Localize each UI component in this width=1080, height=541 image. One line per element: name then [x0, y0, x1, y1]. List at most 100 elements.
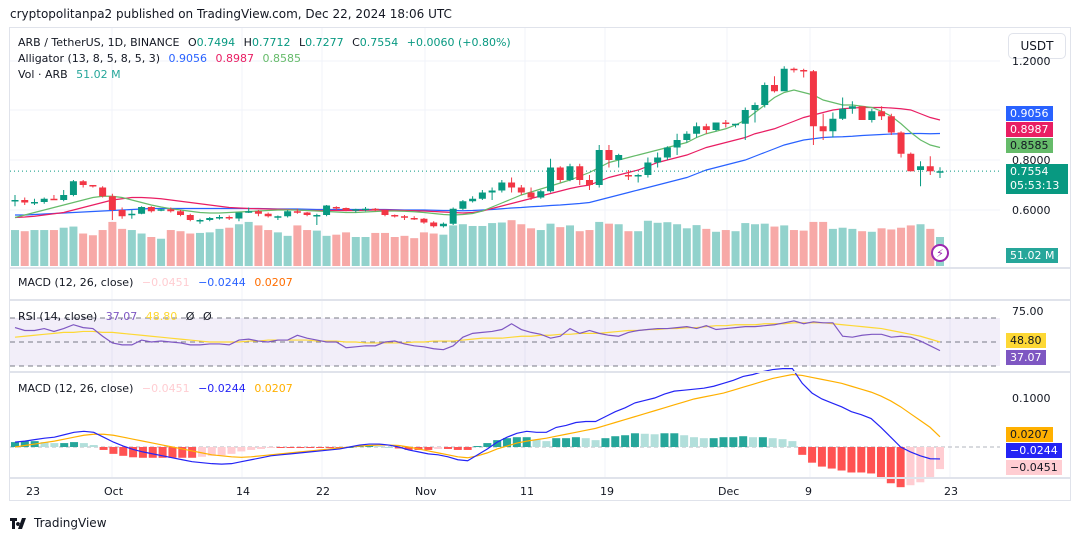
macd-histogram-bar: [227, 447, 236, 454]
volume-bar: [264, 230, 273, 266]
lightning-icon[interactable]: ⚡: [931, 244, 949, 262]
candle-down: [800, 70, 808, 72]
volume-bar: [390, 237, 399, 266]
candle-down: [293, 211, 301, 213]
rsi-line: [14, 320, 941, 352]
price-change: +0.0060 (+0.80%): [406, 36, 511, 49]
candle-down: [108, 196, 116, 210]
price-tick-2: 0.8000: [1012, 154, 1051, 167]
volume-bar: [614, 224, 623, 266]
volume-bar: [536, 230, 545, 266]
volume-bar: [566, 225, 574, 266]
rsi-ma-line: [14, 322, 941, 344]
macd-histogram-bar: [316, 447, 325, 448]
candle-down: [371, 208, 379, 211]
macd-histogram-bar: [79, 443, 88, 447]
volume-bar: [517, 224, 526, 266]
macd-histogram-bar: [217, 447, 226, 456]
volume-bar: [381, 232, 389, 266]
macd-histogram-bar: [40, 442, 49, 447]
macd-histogram-bar: [601, 438, 610, 447]
macd-histogram-bar: [325, 447, 334, 448]
macd-histogram-bar: [70, 442, 79, 447]
volume-bar: [283, 235, 292, 266]
macd-histogram-bar: [89, 445, 98, 447]
volume-bar: [789, 230, 798, 266]
macd-histogram-bar: [266, 447, 275, 448]
volume-bar: [458, 224, 467, 266]
volume-bar: [196, 232, 204, 266]
candle-down: [809, 71, 817, 127]
macd-histogram-bar: [463, 447, 472, 450]
volume-bar: [166, 230, 175, 266]
candle-up: [313, 215, 321, 217]
candle-down: [527, 192, 535, 198]
x-label: 14: [236, 485, 250, 498]
volume-bar: [867, 231, 876, 266]
macd-value-tag: −0.0244: [1006, 443, 1062, 458]
macd-histogram-bar: [188, 447, 197, 458]
macd-histogram-bar: [493, 440, 502, 447]
volume-bar: [234, 224, 243, 266]
macd-histogram-bar: [109, 447, 118, 454]
candle-up: [654, 157, 662, 163]
volume-bar: [488, 223, 497, 266]
candle-down: [790, 68, 798, 71]
symbol-title: ARB / TetherUS, 1D, BINANCE: [18, 36, 180, 49]
volume-bar: [215, 228, 224, 266]
macd-histogram-bar: [827, 447, 836, 469]
volume-bar: [273, 232, 282, 266]
macd-histogram-bar: [11, 442, 19, 447]
macd-histogram-bar: [758, 437, 767, 447]
macd-histogram-bar: [296, 447, 305, 448]
volume-bar: [351, 237, 360, 266]
candle-down: [186, 215, 194, 220]
volume-bar: [118, 228, 127, 266]
macd-histogram-bar: [237, 447, 246, 452]
macd-histogram-bar: [768, 438, 777, 447]
volume-bar: [828, 228, 837, 266]
volume-bar: [780, 225, 789, 266]
macd-signal-line: [14, 373, 941, 459]
candle-up: [848, 106, 856, 109]
candle-down: [508, 182, 516, 188]
candle-up: [284, 211, 292, 217]
macd-histogram-bar: [729, 437, 738, 447]
candle-up: [829, 118, 837, 132]
macd-tick: 0.1000: [1012, 392, 1051, 405]
rsi-pane: [10, 317, 1000, 367]
candle-up: [469, 198, 477, 202]
candle-up: [537, 191, 545, 198]
candle-up: [634, 175, 642, 177]
volume-legend: Vol · ARB 51.02 M: [18, 68, 126, 81]
volume-bar: [410, 238, 419, 266]
volume-bar: [98, 230, 107, 266]
macd-histogram-bar: [512, 437, 521, 447]
volume-tag: 51.02 M: [1006, 248, 1059, 263]
candle-down: [420, 218, 428, 223]
volume-bar: [400, 235, 409, 266]
macd-histogram-bar: [660, 433, 669, 447]
volume-bar: [663, 222, 672, 266]
candle-up: [11, 200, 19, 202]
volume-bar: [147, 237, 156, 266]
volume-bar: [702, 228, 711, 266]
volume-bar: [293, 225, 302, 266]
macd-histogram-bar: [375, 446, 384, 448]
macd-histogram-bar: [798, 447, 807, 455]
alligator-lines: [14, 89, 941, 219]
candle-down: [264, 213, 272, 217]
volume-bar: [361, 237, 370, 266]
candle-down: [585, 180, 593, 185]
macd-top-hist: −0.0451: [141, 276, 190, 289]
candle-up: [644, 162, 652, 175]
candle-up: [215, 217, 223, 219]
candle-up: [547, 167, 555, 192]
currency-button[interactable]: USDT: [1008, 33, 1066, 59]
macd-pane: [10, 368, 1000, 488]
last-price-tag: 0.7554 05:53:13: [1006, 164, 1068, 194]
macd-top-label: MACD (12, 26, close): [18, 276, 134, 289]
volume-bar: [468, 225, 477, 266]
candle-down: [897, 132, 905, 154]
